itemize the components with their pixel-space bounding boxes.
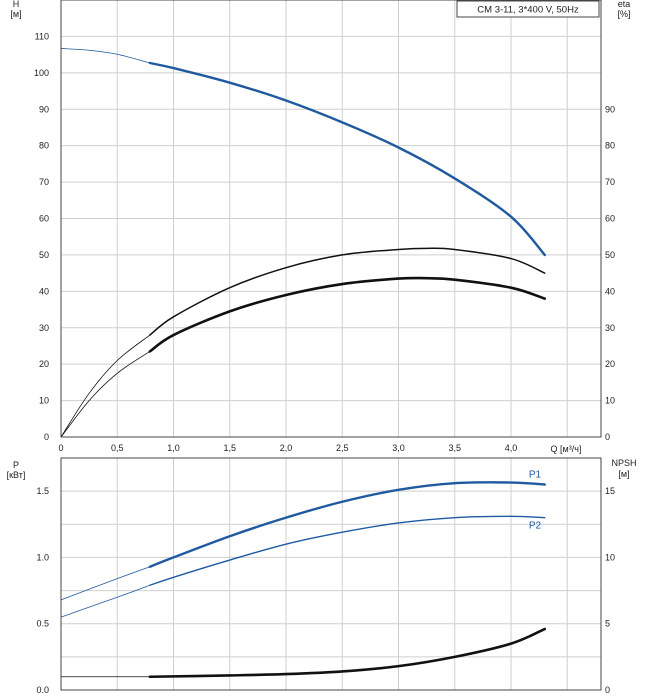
eta-tick-label: 30 xyxy=(605,323,615,333)
eta-tick-label: 70 xyxy=(605,177,615,187)
chart-title: CM 3-11, 3*400 V, 50Hz xyxy=(477,5,579,16)
x-tick-label: 3,5 xyxy=(448,443,461,453)
top-plot-frame xyxy=(60,0,602,438)
h-tick-label: 90 xyxy=(39,104,49,114)
h-tick-label: 40 xyxy=(39,286,49,296)
h-axis-unit: [м] xyxy=(10,9,21,19)
x-tick-label: 0 xyxy=(58,443,63,453)
h-tick-label: 0 xyxy=(44,432,49,442)
eta-tick-label: 90 xyxy=(605,104,615,114)
eta-tick-label: 50 xyxy=(605,250,615,260)
eta-tick-label: 0 xyxy=(605,432,610,442)
bottom-plot-frame xyxy=(60,457,602,691)
npsh-tick-label: 15 xyxy=(605,486,615,496)
p1-curve xyxy=(148,481,546,568)
head-curve xyxy=(148,61,546,257)
p2-curve-extension xyxy=(60,584,151,618)
h-tick-label: 10 xyxy=(39,396,49,406)
eta-axis-unit: [%] xyxy=(617,9,630,19)
bottom-grid xyxy=(60,457,601,690)
x-tick-label: 3,0 xyxy=(392,443,405,453)
title-box xyxy=(456,0,600,18)
p2-series-label: P2 xyxy=(529,520,542,531)
p-tick-label: 1.5 xyxy=(36,486,49,496)
h-tick-label: 60 xyxy=(39,214,49,224)
eta-hydraulic-curve-extension xyxy=(60,334,151,438)
x-tick-label: 2,0 xyxy=(280,443,293,453)
p2-curve xyxy=(149,515,546,586)
eta-total-curve xyxy=(148,276,547,353)
npsh-tick-label: 0 xyxy=(605,685,610,695)
eta-tick-label: 20 xyxy=(605,359,615,369)
p1-curve-extension xyxy=(60,566,151,601)
npsh-tick-label: 5 xyxy=(605,619,610,629)
x-tick-label: 1,5 xyxy=(223,443,236,453)
top-grid xyxy=(60,0,601,437)
p-tick-label: 0.0 xyxy=(36,685,49,695)
p-tick-label: 1.0 xyxy=(36,552,49,562)
npsh-axis-unit: [м] xyxy=(618,469,629,479)
head-curve-extension xyxy=(60,48,150,64)
eta-total-curve-extension xyxy=(60,351,151,438)
h-tick-label: 110 xyxy=(35,31,49,41)
npsh-curve xyxy=(148,627,547,679)
top-tick-labels: 0 0,5 1,0 1,5 2,0 2,5 3,0 3,5 4,0 0 10 20 30 40 50 60 70… xyxy=(34,31,615,453)
h-tick-label: 80 xyxy=(39,141,49,151)
h-tick-label: 50 xyxy=(39,250,49,260)
eta-axis-label: eta xyxy=(618,0,631,9)
npsh-tick-label: 10 xyxy=(605,552,615,562)
x-tick-label: 4,0 xyxy=(505,443,518,453)
p-axis-label: P xyxy=(13,460,19,470)
p-axis-unit: [кВт] xyxy=(7,470,26,480)
eta-tick-label: 60 xyxy=(605,214,615,224)
bottom-series: P1 P2 xyxy=(60,470,547,679)
eta-tick-label: 40 xyxy=(605,286,615,296)
h-tick-label: 30 xyxy=(39,323,49,333)
eta-tick-label: 10 xyxy=(605,396,615,406)
npsh-axis-label: NPSH xyxy=(611,458,636,468)
h-tick-label: 100 xyxy=(34,68,49,78)
x-tick-label: 1,0 xyxy=(167,443,180,453)
x-tick-label: 0,5 xyxy=(111,443,124,453)
h-tick-label: 70 xyxy=(39,177,49,187)
top-series xyxy=(60,48,547,438)
h-tick-label: 20 xyxy=(39,359,49,369)
x-axis-label: Q [м³/ч] xyxy=(551,444,582,454)
eta-hydraulic-curve xyxy=(149,247,546,336)
bottom-tick-labels: 0.0 0.5 1.0 1.5 0 5 10 15 xyxy=(36,486,615,695)
p-tick-label: 0.5 xyxy=(36,619,49,629)
h-axis-label: H xyxy=(13,0,20,9)
x-tick-label: 2,5 xyxy=(336,443,349,453)
p1-series-label: P1 xyxy=(529,470,542,481)
eta-tick-label: 80 xyxy=(605,141,615,151)
